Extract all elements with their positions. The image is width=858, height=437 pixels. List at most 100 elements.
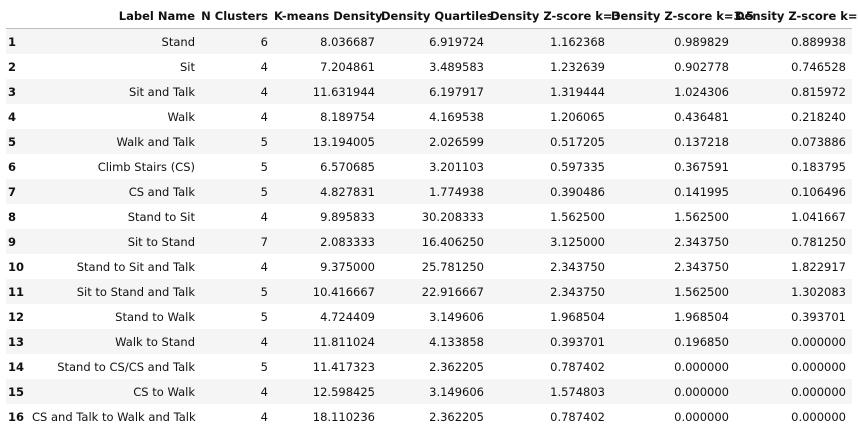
column-header-density-quartiles: Density Quartiles (381, 4, 494, 29)
column-header-index (6, 4, 32, 29)
cell-zscore-k35: 0.196850 (674, 334, 729, 349)
cell-label-name: Sit and Talk (129, 84, 195, 99)
cell-zscore-k3: 0.597335 (550, 159, 605, 174)
cell-kmeans-density: 4.724409 (320, 309, 375, 324)
table-row: 1 Stand 6 8.036687 6.919724 1.162368 0.989829 0… (6, 28, 852, 54)
cell-zscore-k35: 0.902778 (674, 59, 729, 74)
cell-index: 16 (8, 409, 25, 424)
table-row: 11 Sit to Stand and Talk 5 10.416667 22.9166… (6, 279, 852, 304)
cell-zscore-k4: 0.746528 (791, 59, 846, 74)
cell-zscore-k4: 0.073886 (791, 134, 846, 149)
cell-zscore-k35: 0.436481 (674, 109, 729, 124)
cell-density-quartiles: 3.489583 (429, 59, 484, 74)
cell-index: 1 (8, 34, 17, 49)
cell-kmeans-density: 10.416667 (312, 284, 375, 299)
cell-density-quartiles: 3.149606 (429, 384, 484, 399)
cell-density-quartiles: 4.169538 (429, 109, 484, 124)
cell-index: 13 (8, 334, 25, 349)
cell-zscore-k35: 1.562500 (674, 209, 729, 224)
cell-zscore-k3: 0.393701 (550, 334, 605, 349)
cell-zscore-k35: 0.137218 (674, 134, 729, 149)
cell-label-name: Climb Stairs (CS) (97, 159, 195, 174)
cell-zscore-k4: 0.393701 (791, 309, 846, 324)
cell-label-name: Stand (161, 34, 195, 49)
cell-zscore-k35: 2.343750 (674, 234, 729, 249)
column-header-zscore-k35: Density Z-score k=3.5 (611, 4, 754, 29)
cell-label-name: Walk to Stand (115, 334, 195, 349)
cell-label-name: Sit to Stand and Talk (76, 284, 195, 299)
cell-density-quartiles: 3.201103 (429, 159, 484, 174)
cell-index: 7 (8, 184, 17, 199)
cell-kmeans-density: 11.631944 (312, 84, 375, 99)
cell-zscore-k3: 0.787402 (550, 409, 605, 424)
cell-zscore-k3: 0.787402 (550, 359, 605, 374)
cell-zscore-k3: 0.517205 (550, 134, 605, 149)
table-row: 16 CS and Talk to Walk and Talk 4 18.110236… (6, 404, 852, 429)
cell-kmeans-density: 8.036687 (320, 34, 375, 49)
table-row: 10 Stand to Sit and Talk 4 9.375000 25.78125… (6, 254, 852, 279)
cell-zscore-k4: 0.815972 (791, 84, 846, 99)
cell-kmeans-density: 13.194005 (312, 134, 375, 149)
column-header-n-clusters: N Clusters (201, 4, 274, 29)
cell-index: 12 (8, 309, 25, 324)
cell-zscore-k3: 1.562500 (550, 209, 605, 224)
cell-zscore-k3: 1.574803 (550, 384, 605, 399)
cell-kmeans-density: 8.189754 (320, 109, 375, 124)
cell-kmeans-density: 12.598425 (312, 384, 375, 399)
cell-index: 4 (8, 109, 17, 124)
cell-zscore-k4: 1.041667 (791, 209, 846, 224)
column-header-label-name: Label Name (32, 4, 201, 29)
cell-zscore-k4: 0.000000 (791, 359, 846, 374)
cell-label-name: Sit to Stand (127, 234, 195, 249)
cell-zscore-k3: 1.968504 (550, 309, 605, 324)
cell-zscore-k35: 0.000000 (674, 409, 729, 424)
cell-zscore-k35: 1.968504 (674, 309, 729, 324)
cell-label-name: Walk and Talk (116, 134, 195, 149)
cell-n-clusters: 7 (260, 234, 268, 249)
cell-n-clusters: 4 (260, 209, 268, 224)
table-row: 14 Stand to CS/CS and Talk 5 11.417323 2.362… (6, 354, 852, 379)
cell-zscore-k4: 0.106496 (791, 184, 846, 199)
cell-zscore-k3: 1.232639 (550, 59, 605, 74)
cell-n-clusters: 4 (260, 109, 268, 124)
table-row: 6 Climb Stairs (CS) 5 6.570685 3.201103 0.597… (6, 154, 852, 179)
table-row: 13 Walk to Stand 4 11.811024 4.133858 0.39370… (6, 329, 852, 354)
cell-n-clusters: 4 (260, 259, 268, 274)
table-row: 15 CS to Walk 4 12.598425 3.149606 1.574803 0.… (6, 379, 852, 404)
cell-zscore-k4: 0.000000 (791, 409, 846, 424)
cell-n-clusters: 5 (260, 309, 268, 324)
cell-density-quartiles: 22.916667 (421, 284, 484, 299)
cell-kmeans-density: 9.895833 (320, 209, 375, 224)
cell-label-name: CS to Walk (133, 384, 195, 399)
cell-zscore-k3: 2.343750 (550, 284, 605, 299)
cell-n-clusters: 4 (260, 59, 268, 74)
table-row: 9 Sit to Stand 7 2.083333 16.406250 3.125000 2… (6, 229, 852, 254)
cell-index: 10 (8, 259, 25, 274)
cell-label-name: Stand to Sit (127, 209, 195, 224)
cell-density-quartiles: 6.197917 (429, 84, 484, 99)
cell-kmeans-density: 4.827831 (320, 184, 375, 199)
cell-label-name: Stand to Walk (115, 309, 195, 324)
table-row: 5 Walk and Talk 5 13.194005 2.026599 0.517205… (6, 129, 852, 154)
cell-zscore-k35: 2.343750 (674, 259, 729, 274)
cell-zscore-k4: 1.822917 (791, 259, 846, 274)
cell-zscore-k4: 0.000000 (791, 334, 846, 349)
cell-kmeans-density: 18.110236 (312, 409, 375, 424)
cell-zscore-k3: 3.125000 (550, 234, 605, 249)
cell-density-quartiles: 30.208333 (421, 209, 484, 224)
cell-n-clusters: 4 (260, 384, 268, 399)
column-header-kmeans-density: K-means Density (274, 4, 383, 29)
header-row: Label Name N Clusters K-means Density Densi… (6, 4, 858, 29)
cell-n-clusters: 4 (260, 409, 268, 424)
cell-kmeans-density: 11.417323 (312, 359, 375, 374)
cell-zscore-k4: 0.889938 (791, 34, 846, 49)
cell-zscore-k3: 0.390486 (550, 184, 605, 199)
cell-zscore-k4: 1.302083 (791, 284, 846, 299)
cell-zscore-k3: 2.343750 (550, 259, 605, 274)
cell-zscore-k35: 0.000000 (674, 359, 729, 374)
cell-index: 15 (8, 384, 25, 399)
cell-index: 6 (8, 159, 17, 174)
cell-density-quartiles: 2.026599 (429, 134, 484, 149)
cell-index: 14 (8, 359, 25, 374)
